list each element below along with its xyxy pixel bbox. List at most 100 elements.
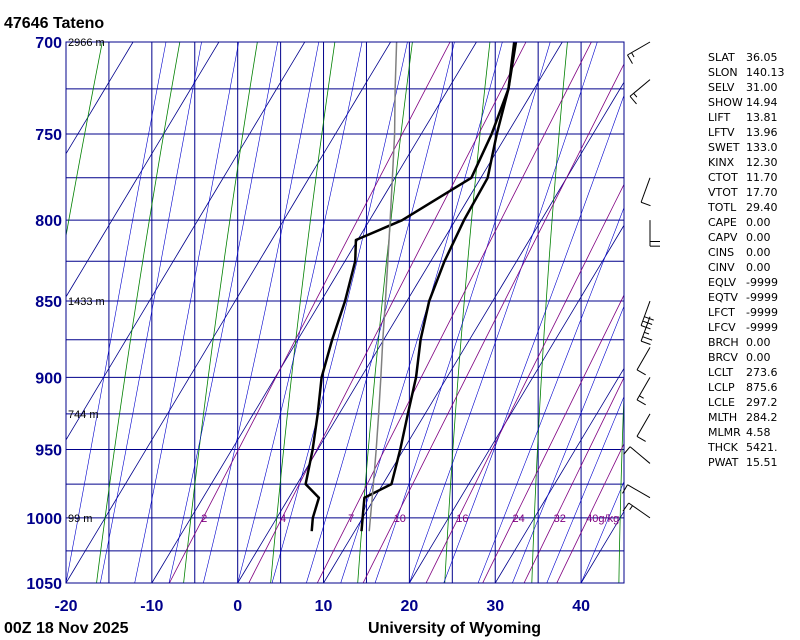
mixing-ratio-label: 7 (348, 513, 354, 525)
moist-adiabat-line (374, 42, 551, 583)
wind-barb (636, 377, 651, 406)
index-row: CAPV 0.00 (708, 230, 798, 245)
index-row: PWAT 15.51 (708, 455, 798, 470)
index-key: VTOT (708, 186, 738, 199)
index-value: 31.00 (746, 81, 778, 94)
wind-barb-staff (636, 377, 651, 401)
y-tick-label: 700 (35, 35, 62, 52)
moist-adiabat-line (203, 42, 320, 583)
mixing-ratio-label: 2 (201, 513, 207, 525)
index-row: LFTV 13.96 (708, 125, 798, 140)
wind-barb-flag (636, 369, 646, 376)
wind-barb (640, 177, 651, 207)
mixing-ratio-line (425, 183, 624, 583)
index-row: MLMR 4.58 (708, 425, 798, 440)
x-tick-label: 30 (486, 598, 504, 615)
wind-barb-staff (628, 502, 651, 519)
isotherm-line (237, 42, 563, 583)
mixing-ratio-label: 40g/kg (586, 513, 619, 525)
index-row: CTOT 11.70 (708, 170, 798, 185)
wind-barb (623, 446, 651, 464)
index-row: BRCH 0.00 (708, 335, 798, 350)
index-key: LCLE (708, 396, 735, 409)
wind-barb (622, 484, 651, 499)
wind-barb-staff (627, 41, 651, 56)
moist-adiabat-line (66, 42, 167, 583)
wind-barb-half-flag (631, 52, 635, 58)
mixing-ratio-label: 24 (513, 513, 525, 525)
index-key: KINX (708, 156, 735, 169)
plot-frame (65, 41, 625, 584)
dry-adiabat-line (96, 42, 181, 583)
dry-adiabat-line (66, 42, 103, 239)
isotherm-line (66, 42, 220, 298)
index-row: LCLE 297.2 (708, 395, 798, 410)
index-key: BRCH (708, 336, 739, 349)
wind-barb-flag (644, 316, 654, 321)
isotherm-line (0, 42, 47, 583)
mixing-ratio-line (362, 63, 624, 583)
dry-adiabat-line (183, 42, 258, 583)
index-value: 273.6 (746, 366, 778, 379)
wind-barb-half-flag (639, 395, 644, 399)
moist-adiabat-line (512, 305, 624, 583)
x-tick-label: 40 (572, 598, 590, 615)
index-value: 12.30 (746, 156, 778, 169)
index-value: -9999 (746, 306, 778, 319)
index-key: CINS (708, 246, 735, 259)
moist-adiabat-line (237, 42, 363, 583)
index-value: 0.00 (746, 246, 771, 259)
index-value: -9999 (746, 276, 778, 289)
wind-barb-staff (629, 446, 651, 464)
index-row: LCLP 875.6 (708, 380, 798, 395)
index-key: LFCV (708, 321, 736, 334)
time-label: 00Z 18 Nov 2025 (4, 620, 129, 637)
wind-barb-flag (640, 201, 651, 207)
index-row: CINV 0.00 (708, 260, 798, 275)
index-value: -9999 (746, 291, 778, 304)
index-key: TOTL (708, 201, 737, 214)
mixing-ratio-line (523, 376, 624, 583)
moist-adiabat-line (271, 42, 408, 583)
moist-adiabat-line (168, 42, 278, 583)
index-value: 4.58 (746, 426, 771, 439)
index-row: LFCT -9999 (708, 305, 798, 320)
index-row: CAPE 0.00 (708, 215, 798, 230)
grid-lines (0, 42, 624, 583)
index-row: KINX 12.30 (708, 155, 798, 170)
stability-indices: SLAT 36.05 SLON 140.13 SELV 31.00 SHOW 14.94 LIF… (708, 50, 798, 470)
index-row: VTOT 17.70 (708, 185, 798, 200)
isotherm-line (66, 42, 306, 441)
wind-barb-half-flag (644, 331, 650, 335)
wind-barb-flag (642, 336, 653, 341)
wind-barb (636, 347, 651, 376)
wind-barb-staff (636, 347, 651, 371)
index-value: 17.70 (746, 186, 778, 199)
index-key: SHOW (708, 96, 743, 109)
height-label: 2966 m (68, 37, 105, 49)
wind-barb-flag (627, 54, 633, 64)
height-label: 1433 m (68, 296, 105, 308)
index-row: EQLV -9999 (708, 275, 798, 290)
wind-barb-staff (627, 484, 651, 499)
height-label: 744 m (68, 409, 99, 421)
dry-adiabat-line (0, 42, 25, 583)
x-tick-label: 0 (233, 598, 242, 615)
index-row: LIFT 13.81 (708, 110, 798, 125)
index-key: CINV (708, 261, 735, 274)
dry-adiabat-line (618, 384, 624, 583)
y-tick-label: 1000 (26, 511, 62, 528)
index-value: 15.51 (746, 456, 778, 469)
wind-barb-staff (640, 177, 651, 203)
index-key: EQLV (708, 276, 737, 289)
wind-barb-flag (636, 399, 646, 406)
index-value: 875.6 (746, 381, 778, 394)
index-row: SELV 31.00 (708, 80, 798, 95)
x-tick-label: -20 (54, 598, 77, 615)
wind-barb-flag (640, 340, 651, 345)
index-row: LCLT 273.6 (708, 365, 798, 380)
index-key: SLON (708, 66, 738, 79)
wind-barb-half-flag (633, 92, 638, 98)
moist-adiabat-line (340, 42, 503, 583)
mixing-ratio-label: 16 (456, 513, 468, 525)
